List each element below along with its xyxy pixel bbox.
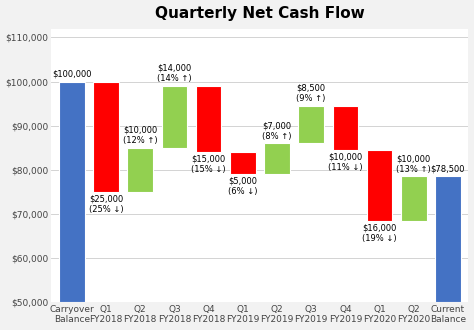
- Bar: [435, 177, 461, 302]
- Bar: [367, 150, 392, 221]
- Bar: [333, 106, 358, 150]
- Text: $15,000
(15% ↓): $15,000 (15% ↓): [191, 155, 226, 174]
- Bar: [401, 177, 427, 221]
- Bar: [230, 152, 255, 174]
- Text: $10,000
(13% ↑): $10,000 (13% ↑): [396, 154, 431, 174]
- Text: $7,000
(8% ↑): $7,000 (8% ↑): [262, 121, 292, 141]
- Text: $25,000
(25% ↓): $25,000 (25% ↓): [89, 195, 123, 214]
- Title: Quarterly Net Cash Flow: Quarterly Net Cash Flow: [155, 6, 365, 20]
- Text: $100,000: $100,000: [52, 70, 91, 79]
- Bar: [298, 106, 324, 144]
- Text: $10,000
(11% ↓): $10,000 (11% ↓): [328, 153, 363, 172]
- Text: $16,000
(19% ↓): $16,000 (19% ↓): [362, 223, 397, 243]
- Text: $14,000
(14% ↑): $14,000 (14% ↑): [157, 64, 191, 83]
- Bar: [93, 82, 119, 192]
- Bar: [128, 148, 153, 192]
- Bar: [264, 144, 290, 174]
- Bar: [59, 82, 85, 302]
- Text: $78,500: $78,500: [431, 165, 465, 174]
- Text: $5,000
(6% ↓): $5,000 (6% ↓): [228, 177, 257, 196]
- Text: $8,500
(9% ↑): $8,500 (9% ↑): [296, 84, 326, 103]
- Text: $10,000
(12% ↑): $10,000 (12% ↑): [123, 126, 157, 145]
- Bar: [196, 86, 221, 152]
- Bar: [162, 86, 187, 148]
